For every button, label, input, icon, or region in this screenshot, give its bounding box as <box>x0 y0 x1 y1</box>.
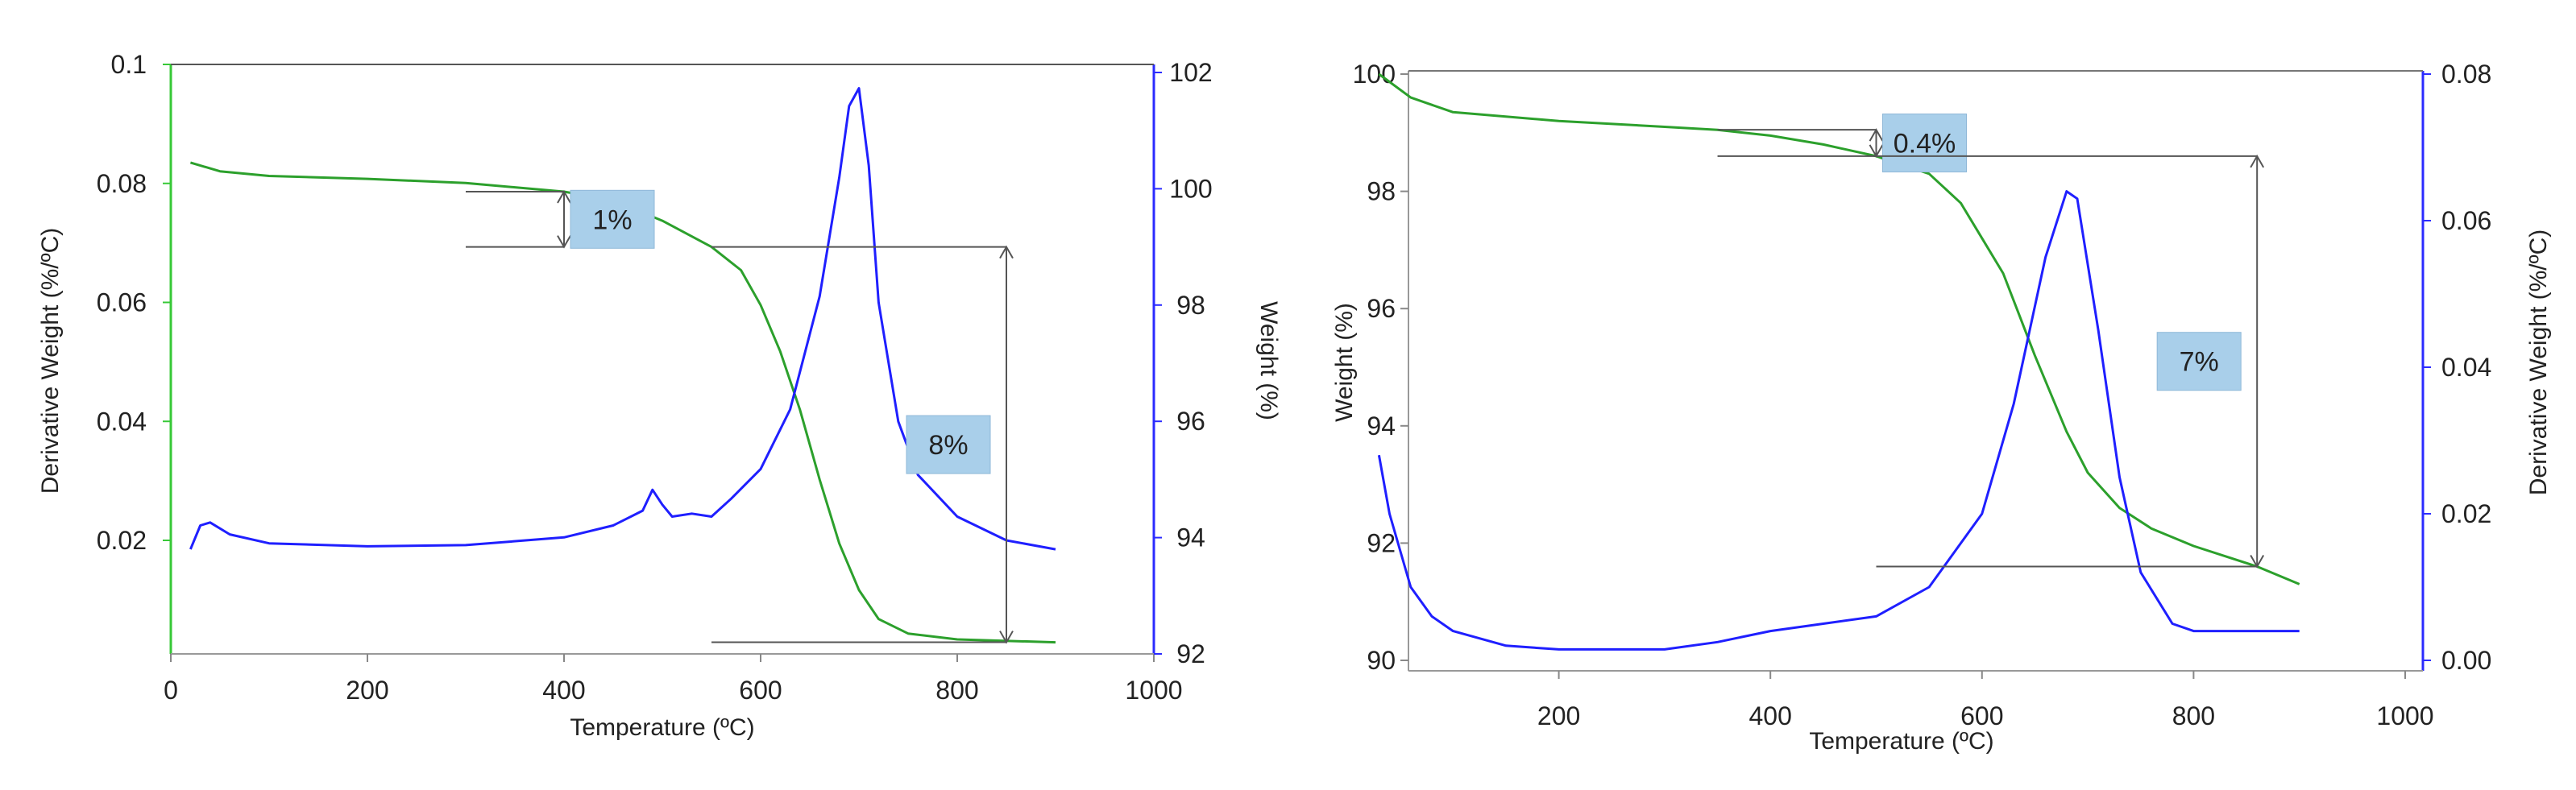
y-tick-label-left: 0.1 <box>111 50 147 79</box>
x-tick-label: 600 <box>1960 701 2003 730</box>
annotation-label-box <box>1882 114 1967 173</box>
y-tick-label-right: 94 <box>1176 523 1205 552</box>
arrow-head-up <box>2250 154 2265 168</box>
y-tick-label-right: 0.08 <box>2441 60 2491 89</box>
annotation-label: 1% <box>592 205 632 235</box>
y-tick-label-right: 0.02 <box>2441 499 2491 528</box>
arrow-head-down <box>999 631 1014 644</box>
weight-curve <box>189 161 1056 644</box>
y-axis-label-left: Derivative Weight (%/ºC) <box>37 228 64 494</box>
chart-left: 0 200 400 600 800 1000 0.02 0.04 0.06 0.08 0.1 92… <box>37 50 1282 741</box>
y-tick-label-left: 96 <box>1367 294 1396 323</box>
y-tick-label-right: 0.04 <box>2441 353 2491 382</box>
x-tick-label: 1000 <box>1125 676 1182 705</box>
x-tick-label: 800 <box>935 676 978 705</box>
y-tick-label-left: 100 <box>1353 60 1396 89</box>
x-tick-label: 200 <box>346 676 388 705</box>
x-tick-label: 200 <box>1537 701 1580 730</box>
y-tick-label-right: 92 <box>1176 639 1205 668</box>
arrow-head-up <box>557 189 571 204</box>
arrow-head-up <box>999 245 1014 259</box>
y-tick-label-right: 100 <box>1169 174 1212 203</box>
y-axis-label-right: Derivative Weight (%/ºC) <box>2525 230 2552 495</box>
y-tick-label-left: 94 <box>1367 412 1396 440</box>
y-tick-label-left: 92 <box>1367 528 1396 557</box>
y-tick-label-right: 98 <box>1176 291 1205 320</box>
y-axis-label-left: Weight (%) <box>1331 303 1358 422</box>
weight-curve <box>1378 72 2300 585</box>
x-tick-label: 1000 <box>2376 701 2433 730</box>
y-tick-label-left: 0.06 <box>97 288 147 317</box>
derivative-weight-curve <box>189 87 1056 551</box>
annotation-label: 7% <box>2180 347 2219 378</box>
annotation-label: 8% <box>928 430 968 461</box>
arrow-head-down <box>557 235 571 249</box>
y-tick-label-right: 0.06 <box>2441 206 2491 235</box>
x-axis-label: Temperature (ºC) <box>570 714 754 741</box>
y-tick-label-left: 0.02 <box>97 526 147 555</box>
x-tick-label: 400 <box>1749 701 1792 730</box>
y-tick-label-right: 102 <box>1169 58 1212 87</box>
y-axis-label-right: Weight (%) <box>1255 301 1282 420</box>
y-tick-label-left: 98 <box>1367 177 1396 206</box>
annotation-label-box <box>906 415 991 474</box>
y-tick-label-left: 0.08 <box>97 169 147 198</box>
x-tick-label: 0 <box>164 676 178 705</box>
y-tick-label-left: 90 <box>1367 646 1396 675</box>
y-tick-label-right: 0.00 <box>2441 646 2491 675</box>
arrow-head-up <box>1869 128 1884 142</box>
annotation-label: 0.4% <box>1894 129 1956 159</box>
x-tick-label: 800 <box>2172 701 2215 730</box>
annotation-label-box <box>2156 332 2242 391</box>
y-tick-label-right: 96 <box>1176 407 1205 436</box>
chart-right: 200 400 600 800 1000 90 92 94 96 98 100 0.00 0.02 0… <box>1331 60 2552 755</box>
arrow-head-down <box>2250 555 2265 569</box>
derivative-weight-curve <box>1377 190 2300 651</box>
annotation-label-box <box>570 189 655 249</box>
y-tick-label-left: 0.04 <box>97 407 147 436</box>
x-tick-label: 600 <box>739 676 782 705</box>
x-axis-label: Temperature (ºC) <box>1809 728 1993 755</box>
x-tick-label: 400 <box>542 676 585 705</box>
